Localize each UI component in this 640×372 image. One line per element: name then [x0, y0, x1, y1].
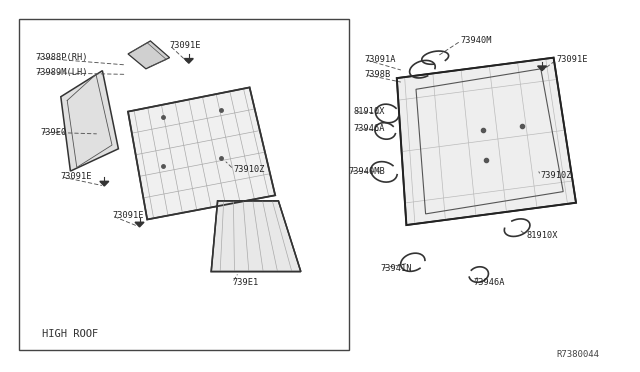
Polygon shape: [397, 58, 576, 225]
Polygon shape: [61, 71, 118, 171]
Polygon shape: [135, 222, 144, 227]
Text: 73910Z: 73910Z: [541, 171, 572, 180]
Polygon shape: [100, 181, 109, 186]
Text: 81910X: 81910X: [354, 107, 385, 116]
Bar: [19, 19, 349, 350]
Polygon shape: [128, 41, 170, 69]
Text: 73091E: 73091E: [170, 41, 201, 50]
Text: 73910Z: 73910Z: [234, 165, 265, 174]
Text: 739E0: 739E0: [40, 128, 67, 137]
Polygon shape: [538, 66, 547, 71]
Text: 81910X: 81910X: [526, 231, 557, 240]
Text: 73941N: 73941N: [381, 264, 412, 273]
Text: 73988P(RH): 73988P(RH): [35, 53, 88, 62]
Text: 739E1: 739E1: [232, 278, 259, 287]
Text: 73091E: 73091E: [112, 211, 143, 220]
Text: R7380044: R7380044: [557, 350, 600, 359]
Text: 73091E: 73091E: [557, 55, 588, 64]
Text: 73091E: 73091E: [61, 172, 92, 181]
Text: 73946A: 73946A: [354, 124, 385, 133]
Text: HIGH ROOF: HIGH ROOF: [42, 328, 98, 339]
Text: 73940MB: 73940MB: [349, 167, 385, 176]
Polygon shape: [184, 58, 193, 63]
Text: 73989M(LH): 73989M(LH): [35, 68, 88, 77]
Text: 73940M: 73940M: [461, 36, 492, 45]
Polygon shape: [211, 201, 301, 272]
Text: 7398B: 7398B: [365, 70, 391, 79]
Text: 73091A: 73091A: [365, 55, 396, 64]
Polygon shape: [128, 87, 275, 219]
Text: 73946A: 73946A: [474, 278, 505, 287]
